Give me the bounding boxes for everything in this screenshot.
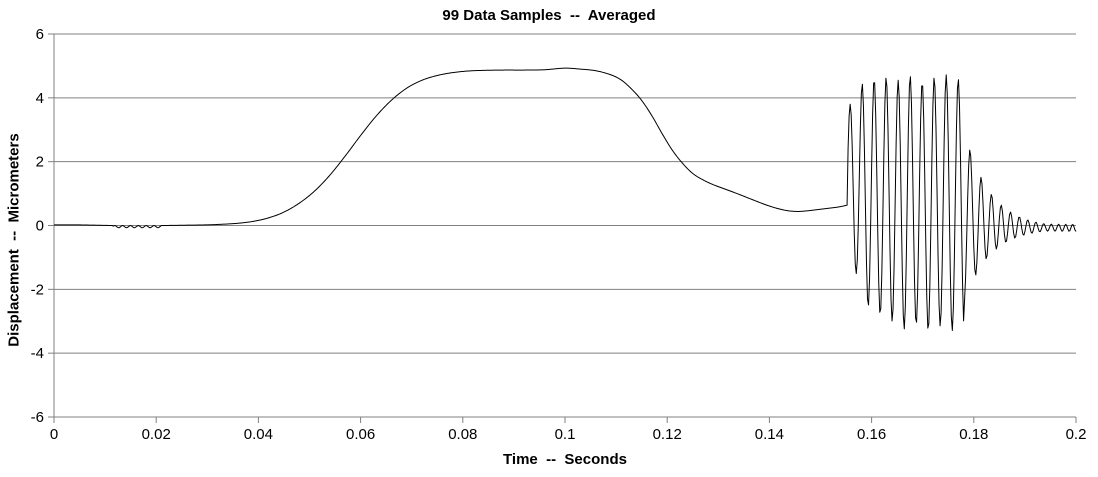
y-tick-label: 6 <box>36 26 44 43</box>
series-line <box>54 67 1077 332</box>
y-tick-label: -6 <box>31 409 44 426</box>
x-tick-label: 0.06 <box>346 426 375 443</box>
x-tick-label: 0.18 <box>959 426 988 443</box>
y-tick-label: 2 <box>36 154 44 171</box>
y-tick-label: -4 <box>31 345 44 362</box>
x-tick-label: 0.12 <box>653 426 682 443</box>
x-axis-title: Time -- Seconds <box>503 451 627 468</box>
chart-title: 99 Data Samples -- Averaged <box>442 7 656 24</box>
x-tick-label: 0 <box>50 426 58 443</box>
y-tick-label: 4 <box>36 90 44 107</box>
x-tick-label: 0.2 <box>1066 426 1087 443</box>
y-tick-label: -2 <box>31 281 44 298</box>
y-tick-label: 0 <box>36 218 44 235</box>
x-tick-label: 0.14 <box>755 426 784 443</box>
x-tick-label: 0.1 <box>555 426 576 443</box>
x-tick-label: 0.04 <box>244 426 273 443</box>
x-tick-label: 0.02 <box>142 426 171 443</box>
x-tick-label: 0.08 <box>448 426 477 443</box>
x-tick-label: 0.16 <box>857 426 886 443</box>
